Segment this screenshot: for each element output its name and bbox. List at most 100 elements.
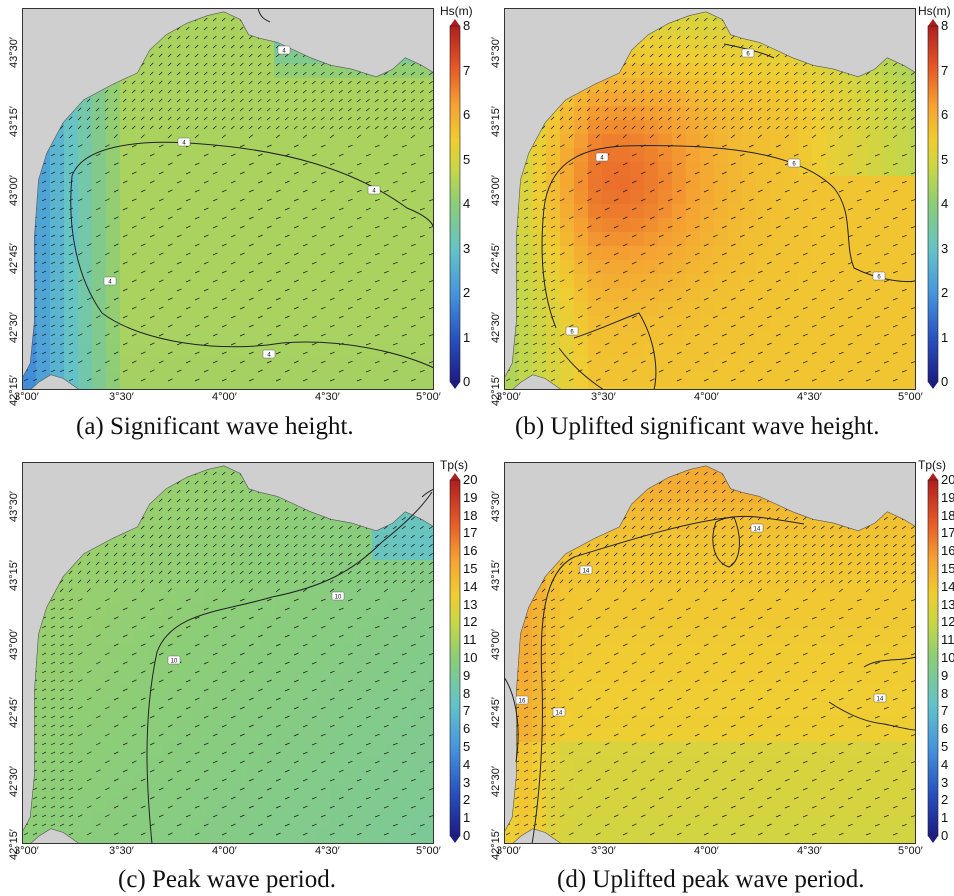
colorbar-tick-label: 1: [463, 329, 471, 345]
colorbar-tick-label: 7: [941, 62, 949, 78]
x-tick-label: 4°30′: [315, 391, 340, 403]
colorbar-tick-label: 19: [463, 489, 478, 505]
x-tick-label: 5°00′: [416, 391, 441, 403]
colorbar-min-arrow: [450, 382, 460, 389]
svg-text:6: 6: [746, 52, 750, 58]
colorbar-tick-label: 10: [941, 650, 954, 665]
colorbar-title-c: Tp(s): [440, 458, 468, 472]
colorbar-ramp: [927, 25, 939, 383]
x-tick-label: 4°30′: [315, 845, 340, 857]
x-tick-label: 4°00′: [694, 391, 719, 403]
colorbar-tick-label: 0: [941, 374, 949, 389]
contour-line-b-3: [558, 347, 605, 390]
x-tick-label: 5°00′: [898, 845, 923, 857]
colorbar-tick-label: 0: [463, 828, 471, 843]
svg-text:6: 6: [570, 330, 574, 336]
contour-label-b-4: 6: [741, 48, 755, 58]
colorbar-tick-label: 11: [941, 632, 954, 648]
x-tick-label: 3°00′: [496, 845, 521, 857]
map-frame-b: 4 6 6 6 6: [504, 8, 916, 390]
caption-c: (c) Peak wave period.: [118, 866, 336, 893]
x-tick-label: 3°30′: [109, 845, 134, 857]
colorbar-tick-label: 17: [941, 525, 954, 541]
y-tick-label: 42°30′: [490, 766, 502, 798]
contour-line-d-2: [863, 656, 916, 668]
colorbar-ramp: [927, 479, 939, 837]
svg-text:4: 4: [600, 156, 604, 162]
colorbar-tick-label: 15: [941, 561, 954, 576]
sea-d: [504, 465, 916, 844]
svg-text:4: 4: [267, 353, 271, 359]
colorbar-tick-label: 17: [463, 525, 478, 541]
map-b: 4 6 6 6 6: [504, 8, 916, 390]
y-tick-label: 43°15′: [8, 559, 20, 591]
coastline-c: [22, 465, 434, 844]
colorbar-tick-label: 1: [463, 810, 471, 826]
colorbar-tick-label: 9: [463, 667, 471, 683]
colorbar-tick-label: 8: [463, 18, 471, 33]
colorbar-max-arrow: [450, 473, 460, 480]
contour-line-d-3: [828, 701, 916, 731]
colorbar-tick-label: 10: [463, 650, 478, 665]
x-tick-label: 3°30′: [591, 391, 616, 403]
colorbar-tick-label: 20: [463, 472, 478, 487]
y-tick-label: 43°15′: [490, 559, 502, 591]
colorbar-tick-label: 13: [463, 596, 478, 612]
y-tick-label: 42°45′: [8, 697, 20, 729]
y-tick-label: 42°30′: [8, 312, 20, 344]
colorbar-tick-label: 5: [463, 739, 471, 754]
x-tick-label: 3°30′: [109, 391, 134, 403]
colorbar-tick-label: 16: [463, 543, 478, 559]
frame-a: [22, 8, 434, 390]
contour-label-b-2: 6: [872, 271, 886, 281]
y-tick-label: 42°15′: [8, 375, 20, 406]
x-tick-label: 3°00′: [14, 391, 39, 403]
y-tick-label: 42°45′: [8, 243, 20, 275]
y-tick-label: 43°30′: [8, 490, 20, 522]
map-frame-a: 4 4 4 4 4: [22, 8, 434, 390]
contour-label-b-3: 6: [565, 326, 579, 336]
colorbar-max-arrow: [928, 19, 938, 26]
x-tick-label: 4°30′: [797, 391, 822, 403]
contour-label-b-0: 4: [595, 152, 609, 162]
map-a: 4 4 4 4 4: [22, 8, 434, 390]
y-tick-label: 43°15′: [490, 105, 502, 137]
contour-line-d-1: [712, 515, 805, 568]
svg-text:6: 6: [877, 275, 881, 281]
colorbar-tick-label: 4: [941, 196, 949, 211]
colorbar-tick-label: 5: [463, 151, 471, 167]
colorbar-tick-label: 8: [941, 685, 949, 701]
colorbar-tick-label: 13: [941, 596, 954, 612]
map-d: 14 14 16 14 14: [504, 462, 916, 844]
frame-d: [504, 462, 916, 844]
colorbar-tick-label: 2: [463, 285, 471, 300]
contour-line-a-1: [70, 175, 434, 369]
y-tick-label: 43°30′: [8, 36, 20, 68]
x-tick-label: 5°00′: [416, 845, 441, 857]
coastline-a: [22, 11, 434, 390]
caption-b: (b) Uplifted significant wave height.: [515, 413, 880, 440]
x-tick-label: 3°30′: [591, 845, 616, 857]
contour-line-c-0: [146, 491, 433, 844]
y-tick-label: 43°30′: [490, 490, 502, 522]
colorbar-tick-label: 4: [463, 756, 471, 772]
colorbar-min-arrow: [928, 382, 938, 389]
y-tick-label: 42°15′: [8, 829, 20, 860]
colorbar-title-a: Hs(m): [440, 4, 473, 18]
contour-label-d-0: 14: [579, 565, 593, 575]
y-tick-label: 43°00′: [8, 628, 20, 660]
colorbar-tick-label: 5: [941, 739, 949, 754]
y-tick-label: 42°15′: [490, 829, 502, 860]
contour-label-d-1: 14: [750, 523, 764, 533]
x-tick-label: 5°00′: [898, 391, 923, 403]
map-c: 10 10: [22, 462, 434, 844]
svg-text:4: 4: [282, 49, 286, 55]
svg-text:4: 4: [182, 141, 186, 147]
colorbar-tick-label: 15: [463, 561, 478, 576]
contour-label-a-0: 4: [177, 137, 191, 147]
caption-d: (d) Uplifted peak wave period.: [557, 866, 865, 893]
colorbar-tick-label: 7: [463, 62, 471, 78]
contour-label-a-1: 4: [367, 185, 381, 195]
colorbar-tick-label: 16: [941, 543, 954, 559]
